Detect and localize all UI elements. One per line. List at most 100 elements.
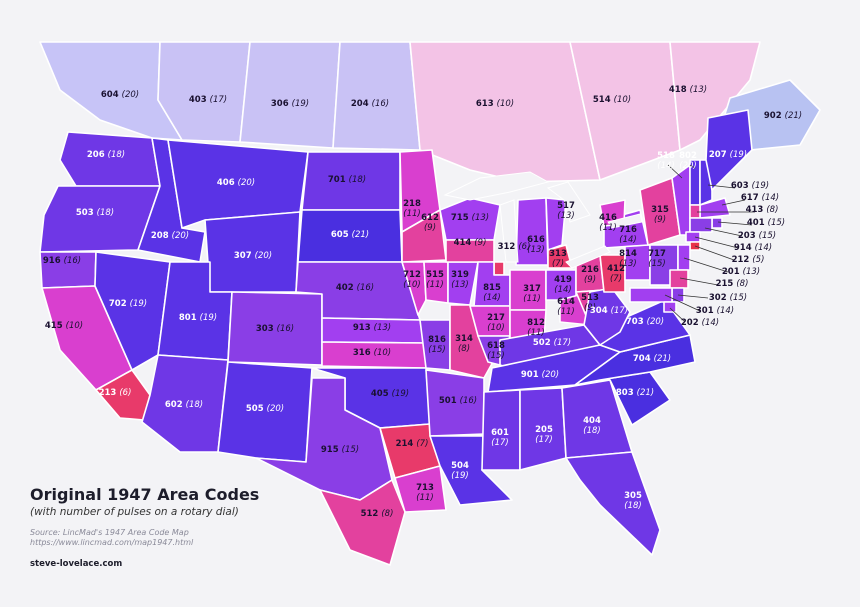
label-513: 513 (9) [581,293,599,313]
pulses-815: (14) [483,293,500,303]
label-803: 803 (21) [616,388,654,398]
label-401: 401 (15) [747,218,785,228]
label-304: 304 (17) [590,306,628,316]
pulses-802: (20) [679,161,696,171]
label-915: 915 (15) [321,445,359,455]
code-512: 512 [361,509,379,519]
leader-201 [683,257,729,273]
pulses-401: (15) [768,218,785,228]
label-204: 204 (16) [351,99,389,109]
pulses-616: (13) [527,245,544,255]
leader-212 [694,245,735,261]
label-215: 215 (8) [716,279,749,289]
region-co [227,291,323,366]
pulses-504: (19) [451,471,468,481]
label-505: 505 (20) [246,404,284,414]
label-316: 316 (10) [353,348,391,358]
code-604: 604 [101,90,119,100]
region-or [39,185,161,253]
label-601: 601 (17) [491,428,509,448]
code-501: 501 [439,396,457,406]
leader-202 [669,307,686,323]
code-302: 302 [709,293,727,303]
region-ct [689,217,713,233]
pulses-419: (14) [554,285,571,295]
region-nv [94,251,171,371]
pulses-618: (15) [487,351,504,361]
label-916: 916 (16) [43,256,81,266]
code-206: 206 [87,150,105,160]
pulses-316: (10) [374,348,391,358]
code-218: 218 [403,199,421,209]
leader-203 [704,227,743,237]
label-416: 416 (11) [599,213,617,233]
label-414: 414 (9) [454,238,487,248]
label-512: 512 (8) [361,509,394,519]
code-315: 315 [651,205,669,215]
code-618: 618 [487,341,505,351]
pulses-702: (19) [130,299,147,309]
label-207: 207 (19) [709,150,747,160]
label-801: 801 (19) [179,313,217,323]
code-404: 404 [583,416,601,426]
code-503: 503 [76,208,94,218]
pulses-902: (21) [785,111,802,121]
label-518: 518 (14) [657,151,675,171]
pulses-317: (11) [523,294,540,304]
code-504: 504 [451,461,469,471]
label-713: 713 (11) [416,483,434,503]
region-chi [493,261,505,276]
code-419: 419 [554,275,572,285]
label-301: 301 (14) [696,306,734,316]
region-me [705,109,753,191]
region-nm [217,361,313,463]
label-812: 812 (11) [527,318,545,338]
code-715: 715 [451,213,469,223]
pulses-412: (7) [610,274,622,284]
code-306: 306 [271,99,289,109]
region-eqc [669,41,761,151]
region-tx-hou [394,465,447,513]
code-403: 403 [189,95,207,105]
region-mo-e [449,304,495,379]
pulses-414: (9) [474,238,486,248]
pulses-617: (14) [762,193,779,203]
code-413: 413 [746,205,764,215]
label-616: 616 (13) [527,235,545,255]
code-517: 517 [557,201,575,211]
pulses-307: (20) [255,251,272,261]
code-513: 513 [581,293,599,303]
label-814: 814 (13) [619,249,637,269]
region-ri [711,217,723,229]
code-204: 204 [351,99,369,109]
pulses-403: (17) [210,95,227,105]
lake-huron [546,181,591,223]
region-ab [157,41,251,143]
label-319: 319 (13) [451,270,469,290]
pulses-803: (21) [637,388,654,398]
label-212: 212 (5) [732,255,765,265]
code-303: 303 [256,324,274,334]
label-418: 418 (13) [669,85,707,95]
pulses-901: (20) [542,370,559,380]
pulses-505: (20) [267,404,284,414]
pulses-312: (6) [518,242,530,252]
pulses-503: (18) [97,208,114,218]
pulses-313: (7) [552,259,564,269]
pulses-502: (17) [554,338,571,348]
label-502: 502 (17) [533,338,571,348]
code-314: 314 [455,334,473,344]
code-312: 312 [498,242,516,252]
label-203: 203 (15) [738,231,776,241]
code-301: 301 [696,306,714,316]
code-213: 213 [99,388,117,398]
pulses-712: (10) [403,280,420,290]
pulses-315: (9) [654,215,666,225]
code-716: 716 [619,225,637,235]
code-515: 515 [426,270,444,280]
code-402: 402 [336,283,354,293]
label-815: 815 (14) [483,283,501,303]
leader-302 [677,294,709,299]
pulses-214: (7) [416,439,428,449]
code-614: 614 [557,297,575,307]
